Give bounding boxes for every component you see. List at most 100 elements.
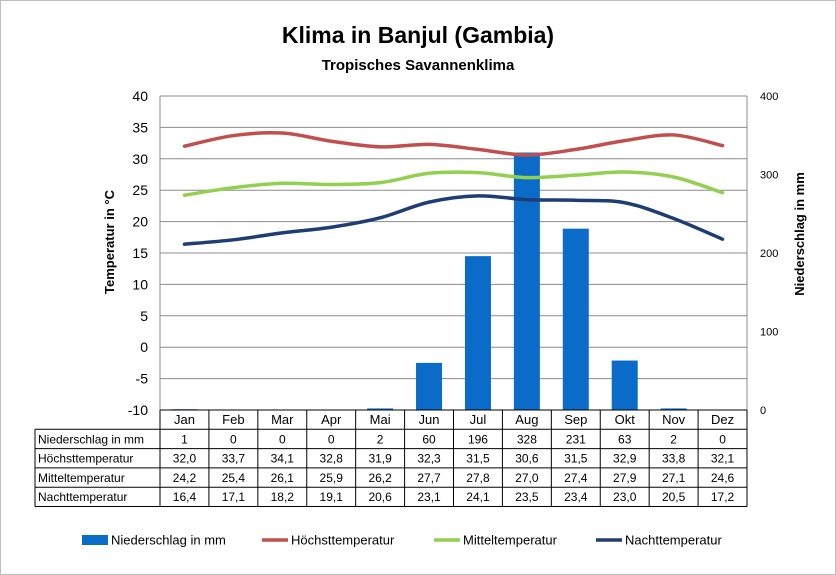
table-row-label: Niederschlag in mm [38,432,144,446]
table-cell: 26,2 [368,471,392,485]
table-cell: 25,9 [320,471,344,485]
table-cell: 0 [279,432,286,446]
bar-niederschlag [513,152,540,411]
y-left-tick-label: 15 [132,245,148,261]
table-row-label: Nachttemperatur [38,490,127,504]
line-hoechsttemperatur [182,130,725,157]
table-cell: 33,8 [662,452,686,466]
table-cell: 24,2 [173,471,197,485]
table-cell: 17,1 [222,490,246,504]
table-cell: 17,2 [711,490,735,504]
table-cell: 32,3 [417,452,441,466]
table-row-label: Höchsttemperatur [38,452,133,466]
y-left-tick-label: 25 [132,182,148,198]
table-cell: 20,5 [662,490,686,504]
x-tick-label: Dez [711,412,734,427]
table-cell: 27,7 [417,471,441,485]
bar-niederschlag [660,408,687,411]
table-cell: 0 [719,432,726,446]
table-cell: 1 [181,432,188,446]
x-tick-label: Aug [515,412,538,427]
y-right-axis-title: Niederschlag in mm [792,172,807,296]
table-cell: 27,9 [613,471,637,485]
table-cell: 0 [230,432,237,446]
table-cell: 26,1 [271,471,295,485]
chart-title: Klima in Banjul (Gambia) [281,22,555,48]
table-cell: 24,1 [466,490,490,504]
table-cell: 27,0 [515,471,539,485]
y-right-tick-label: 0 [760,405,766,417]
bar-niederschlag [464,256,491,411]
table-cell: 32,1 [711,452,735,466]
table-cell: 31,9 [368,452,392,466]
table-cell: 32,8 [320,452,344,466]
y-left-tick-label: 10 [132,276,148,292]
table-cell: 16,4 [173,490,197,504]
table-cell: 34,1 [271,452,295,466]
x-tick-label: Mar [271,412,294,427]
table-cell: 32,9 [613,452,637,466]
chart-subtitle: Tropisches Savannenklima [321,57,515,74]
table-cell: 31,5 [466,452,490,466]
table-cell: 18,2 [271,490,295,504]
table-cell: 24,6 [711,471,735,485]
line-nachttemperatur [182,194,725,246]
table-cell: 20,6 [368,490,392,504]
y-left-tick-label: 30 [132,151,148,167]
x-tick-label: Apr [321,412,342,427]
bar-niederschlag [367,408,394,411]
x-tick-label: Mai [370,412,391,427]
y-left-tick-label: 0 [140,339,148,355]
x-tick-label: Okt [615,412,636,427]
table-cell: 25,4 [222,471,246,485]
y-left-tick-label: -5 [136,371,149,387]
table-cell: 31,5 [564,452,588,466]
legend-label: Mitteltemperatur [463,533,558,548]
table-cell: 23,1 [417,490,441,504]
table-cell: 328 [517,432,537,446]
y-left-axis-title: Temperatur in °C [102,189,117,294]
bar-niederschlag [416,362,443,411]
table-cell: 27,1 [662,471,686,485]
x-tick-label: Nov [662,412,686,427]
x-tick-label: Jan [174,412,195,427]
table-cell: 32,0 [173,452,197,466]
legend-label: Nachttemperatur [625,533,722,548]
table-cell: 27,8 [466,471,490,485]
y-left-tick-label: 5 [140,308,148,324]
x-tick-label: Jun [419,412,440,427]
y-right-tick-label: 200 [760,248,778,260]
table-cell: 33,7 [222,452,246,466]
table-cell: 63 [618,432,632,446]
y-left-tick-label: 40 [132,88,148,104]
legend-marker-bar [82,535,108,545]
y-right-tick-label: 400 [760,91,778,103]
y-left-tick-label: 35 [132,119,148,135]
y-left-tick-label: 20 [132,214,148,230]
table-cell: 23,4 [564,490,588,504]
legend-label: Höchsttemperatur [291,533,395,548]
x-tick-label: Sep [564,412,587,427]
line-mitteltemperatur [182,170,725,197]
table-cell: 23,5 [515,490,539,504]
table-cell: 2 [377,432,384,446]
legend-label: Niederschlag in mm [111,533,226,548]
y-right-tick-label: 300 [760,170,778,182]
table-row-label: Mitteltemperatur [38,471,125,485]
bar-niederschlag [562,228,589,411]
table-cell: 60 [422,432,436,446]
table-cell: 23,0 [613,490,637,504]
table-cell: 0 [328,432,335,446]
table-cell: 19,1 [320,490,344,504]
bar-niederschlag [611,360,638,411]
x-tick-label: Feb [222,412,244,427]
x-tick-label: Jul [470,412,487,427]
y-right-tick-label: 100 [760,327,778,339]
table-cell: 27,4 [564,471,588,485]
table-cell: 231 [566,432,586,446]
table-cell: 30,6 [515,452,539,466]
y-left-tick-label: -10 [128,402,148,418]
table-cell: 196 [468,432,488,446]
